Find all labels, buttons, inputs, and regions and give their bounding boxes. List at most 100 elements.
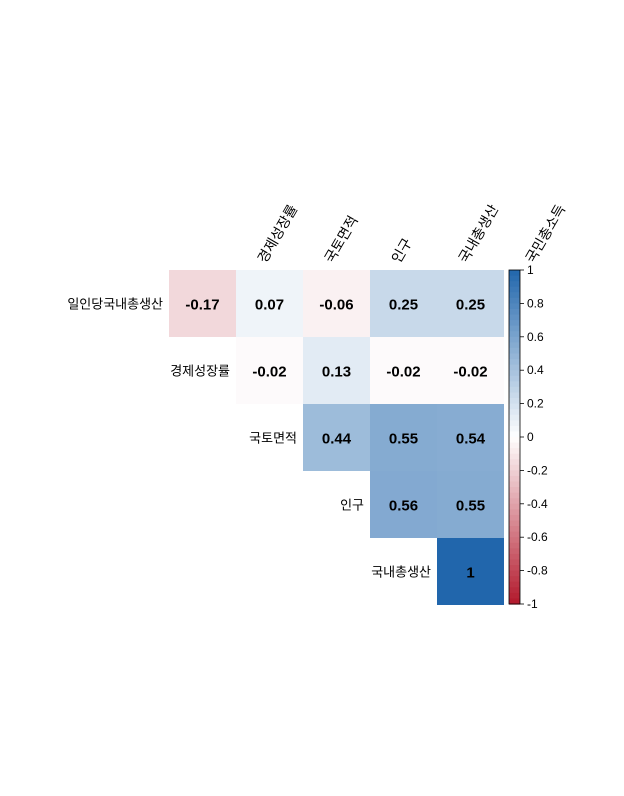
- heatmap-cell: [303, 337, 370, 404]
- legend-gradient-segment: [509, 331, 520, 338]
- cell-value-label: 0.55: [389, 431, 418, 448]
- legend-gradient-segment: [509, 464, 520, 471]
- legend-gradient-segment: [509, 592, 520, 600]
- heatmap-cell: [303, 270, 370, 337]
- row-label: 경제성장률: [170, 365, 230, 380]
- legend-gradient-segment: [509, 403, 520, 410]
- legend-gradient-segment: [509, 565, 520, 572]
- legend-gradient-segment: [509, 581, 520, 588]
- legend-gradient-segment: [509, 492, 520, 499]
- legend-gradient-segment: [509, 347, 520, 355]
- legend-gradient-segment: [509, 314, 520, 321]
- cell-value-label: 0.54: [456, 431, 486, 448]
- heatmap-cell: [370, 337, 437, 404]
- legend-gradient-segment: [509, 370, 520, 377]
- legend-gradient-segment: [509, 448, 520, 455]
- legend-gradient-segment: [509, 359, 520, 366]
- legend-gradient-segment: [509, 386, 520, 394]
- heatmap-cell: [236, 337, 303, 404]
- column-label: 국민총소득: [523, 202, 569, 266]
- legend-gradient-segment: [509, 286, 520, 293]
- legend-gradient-segment: [509, 353, 520, 360]
- cell-value-label: 0.44: [322, 431, 352, 448]
- heatmap-cell: [437, 404, 504, 471]
- legend-gradient-segment: [509, 381, 520, 388]
- legend-gradient-segment: [509, 297, 520, 304]
- cell-value-label: 1: [466, 565, 474, 582]
- legend-tick-label: 0.2: [527, 397, 544, 411]
- legend-gradient-segment: [509, 520, 520, 527]
- heatmap-cell: [437, 337, 504, 404]
- row-label: 국내총생산: [371, 566, 431, 581]
- legend-gradient-segment: [509, 587, 520, 594]
- legend-gradient-segment: [509, 553, 520, 561]
- legend-gradient-segment: [509, 375, 520, 382]
- column-label: 인구: [389, 236, 416, 266]
- cell-value-label: 0.25: [389, 297, 418, 314]
- legend-gradient-segment: [509, 442, 520, 449]
- row-label: 국토면적: [249, 432, 297, 447]
- legend-gradient-segment: [509, 303, 520, 310]
- legend-gradient-segment: [509, 409, 520, 416]
- legend-gradient-segment: [509, 398, 520, 405]
- legend-gradient-segment: [509, 420, 520, 427]
- legend-gradient-segment: [509, 509, 520, 516]
- cell-value-label: -0.02: [252, 364, 286, 381]
- legend-gradient-segment: [509, 292, 520, 299]
- legend-gradient-segment: [509, 342, 520, 349]
- legend-gradient-segment: [509, 559, 520, 566]
- heatmap-cells: [169, 270, 504, 605]
- heatmap-cell: [437, 471, 504, 538]
- color-legend: 1 0.8 0.6 0.4 0.2 0 -0.2 -0.4 -0.6 -0.8 -1: [508, 263, 548, 611]
- legend-gradient-segment: [509, 336, 520, 343]
- column-label: 경제성장률: [255, 202, 301, 266]
- cell-value-label: -0.02: [386, 364, 420, 381]
- legend-gradient-segment: [509, 503, 520, 510]
- column-label: 국토면적: [322, 213, 362, 266]
- legend-tick-label: 0.4: [527, 363, 544, 377]
- legend-gradient-segment: [509, 308, 520, 316]
- legend-tick-label: -0.4: [527, 497, 548, 511]
- legend-tick-label: -0.8: [527, 564, 548, 578]
- heatmap-cell: [370, 270, 437, 337]
- legend-gradient-segment: [509, 281, 520, 288]
- legend-gradient-segment: [509, 531, 520, 538]
- cell-value-label: 0.56: [389, 498, 418, 515]
- heatmap-cell: [169, 270, 236, 337]
- legend-tick-label: -0.2: [527, 463, 548, 477]
- legend-tick-label: 0.8: [527, 296, 544, 310]
- legend-gradient-segment: [509, 364, 520, 371]
- legend-gradient-segment: [509, 526, 520, 533]
- heatmap-cell: [370, 404, 437, 471]
- cell-value-label: -0.02: [453, 364, 487, 381]
- legend-tick-label: -0.6: [527, 530, 548, 544]
- legend-gradient-segment: [509, 576, 520, 583]
- heatmap-cell: [437, 538, 504, 605]
- legend-tick-label: 1: [527, 263, 534, 277]
- legend-gradient-segment: [509, 325, 520, 332]
- heatmap-cell: [236, 270, 303, 337]
- cell-value-label: -0.17: [185, 297, 219, 314]
- cell-value-labels: -0.17 0.07 -0.06 0.25 0.25 -0.02 0.13 -0.02 -0.0…: [185, 297, 487, 582]
- row-label: 일인당국내총생산: [67, 298, 163, 313]
- cell-value-label: 0.13: [322, 364, 351, 381]
- legend-gradient-segment: [509, 453, 520, 460]
- legend-gradient-segment: [509, 270, 520, 277]
- legend-gradient-segment: [509, 320, 520, 327]
- legend-gradient-segment: [509, 425, 520, 433]
- legend-gradient-segment: [509, 392, 520, 399]
- legend-gradient-segment: [509, 275, 520, 282]
- legend-gradient-segment: [509, 498, 520, 505]
- legend-gradient-segment: [509, 459, 520, 466]
- cell-value-label: 0.55: [456, 498, 485, 515]
- legend-gradient-segment: [509, 548, 520, 555]
- heatmap-cell: [437, 270, 504, 337]
- heatmap-cell: [370, 471, 437, 538]
- legend-gradient-segment: [509, 437, 520, 444]
- legend-tick-label: 0.6: [527, 330, 544, 344]
- column-label: 국내총생산: [456, 202, 502, 266]
- legend-gradient-segment: [509, 475, 520, 483]
- legend-gradient-segment: [509, 487, 520, 494]
